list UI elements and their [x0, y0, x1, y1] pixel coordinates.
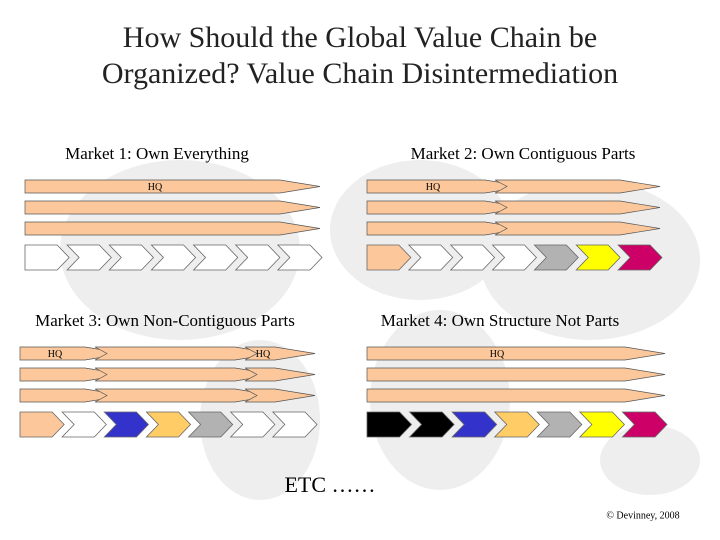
chevron — [536, 411, 583, 438]
chevron — [575, 244, 621, 271]
chevron — [578, 411, 625, 438]
chevron — [108, 244, 154, 271]
value-chain-bar — [494, 179, 661, 194]
value-chain-bar — [244, 346, 316, 361]
chevron — [234, 244, 281, 271]
value-chain-bar — [94, 346, 276, 361]
value-chain-bar — [366, 388, 666, 403]
chevron — [66, 244, 112, 271]
title-line: Organized? Value Chain Disintermediation — [102, 57, 618, 90]
copyright: © Devinney, 2008 — [606, 510, 679, 521]
chevron — [276, 244, 323, 271]
market-label: Market 3: Own Non-Contiguous Parts — [35, 311, 295, 330]
chevron — [449, 244, 496, 271]
value-chain-bar — [94, 388, 276, 403]
title-line: How Should the Global Value Chain be — [123, 21, 597, 54]
chevron — [533, 244, 579, 271]
hq-label: HQ — [426, 182, 441, 193]
chevron — [491, 244, 537, 271]
chevron — [366, 244, 412, 271]
value-chain-bar — [366, 346, 666, 361]
etc-text: ETC …… — [284, 472, 375, 497]
chevron — [103, 411, 149, 438]
chevron — [366, 411, 413, 438]
value-chain-bar — [24, 179, 321, 194]
market-label: Market 4: Own Structure Not Parts — [381, 311, 619, 330]
chevron — [19, 411, 65, 438]
value-chain-bar — [24, 221, 321, 236]
value-chain-bar — [494, 200, 661, 215]
chevron — [493, 411, 540, 438]
chevron — [24, 244, 70, 271]
hq-label: HQ — [48, 349, 63, 360]
hq-label: HQ — [148, 182, 163, 193]
chevron — [621, 411, 668, 438]
value-chain-bar — [94, 367, 276, 382]
value-chain-bar — [244, 388, 316, 403]
chevron — [61, 411, 107, 438]
chevron — [187, 411, 234, 438]
chevron — [617, 244, 663, 271]
chevron — [150, 244, 197, 271]
value-chain-bar — [366, 367, 666, 382]
value-chain-bar — [24, 200, 321, 215]
chevron — [229, 411, 276, 438]
chevron — [192, 244, 239, 271]
chevron — [451, 411, 498, 438]
market-label: Market 2: Own Contiguous Parts — [411, 144, 636, 163]
hq-label: HQ — [256, 349, 271, 360]
chevron — [407, 244, 454, 271]
chevron — [408, 411, 455, 438]
value-chain-bar — [244, 367, 316, 382]
hq-label: HQ — [490, 349, 505, 360]
chevron — [145, 411, 192, 438]
chevron — [271, 411, 318, 438]
market-label: Market 1: Own Everything — [65, 144, 249, 163]
value-chain-bar — [494, 221, 661, 236]
